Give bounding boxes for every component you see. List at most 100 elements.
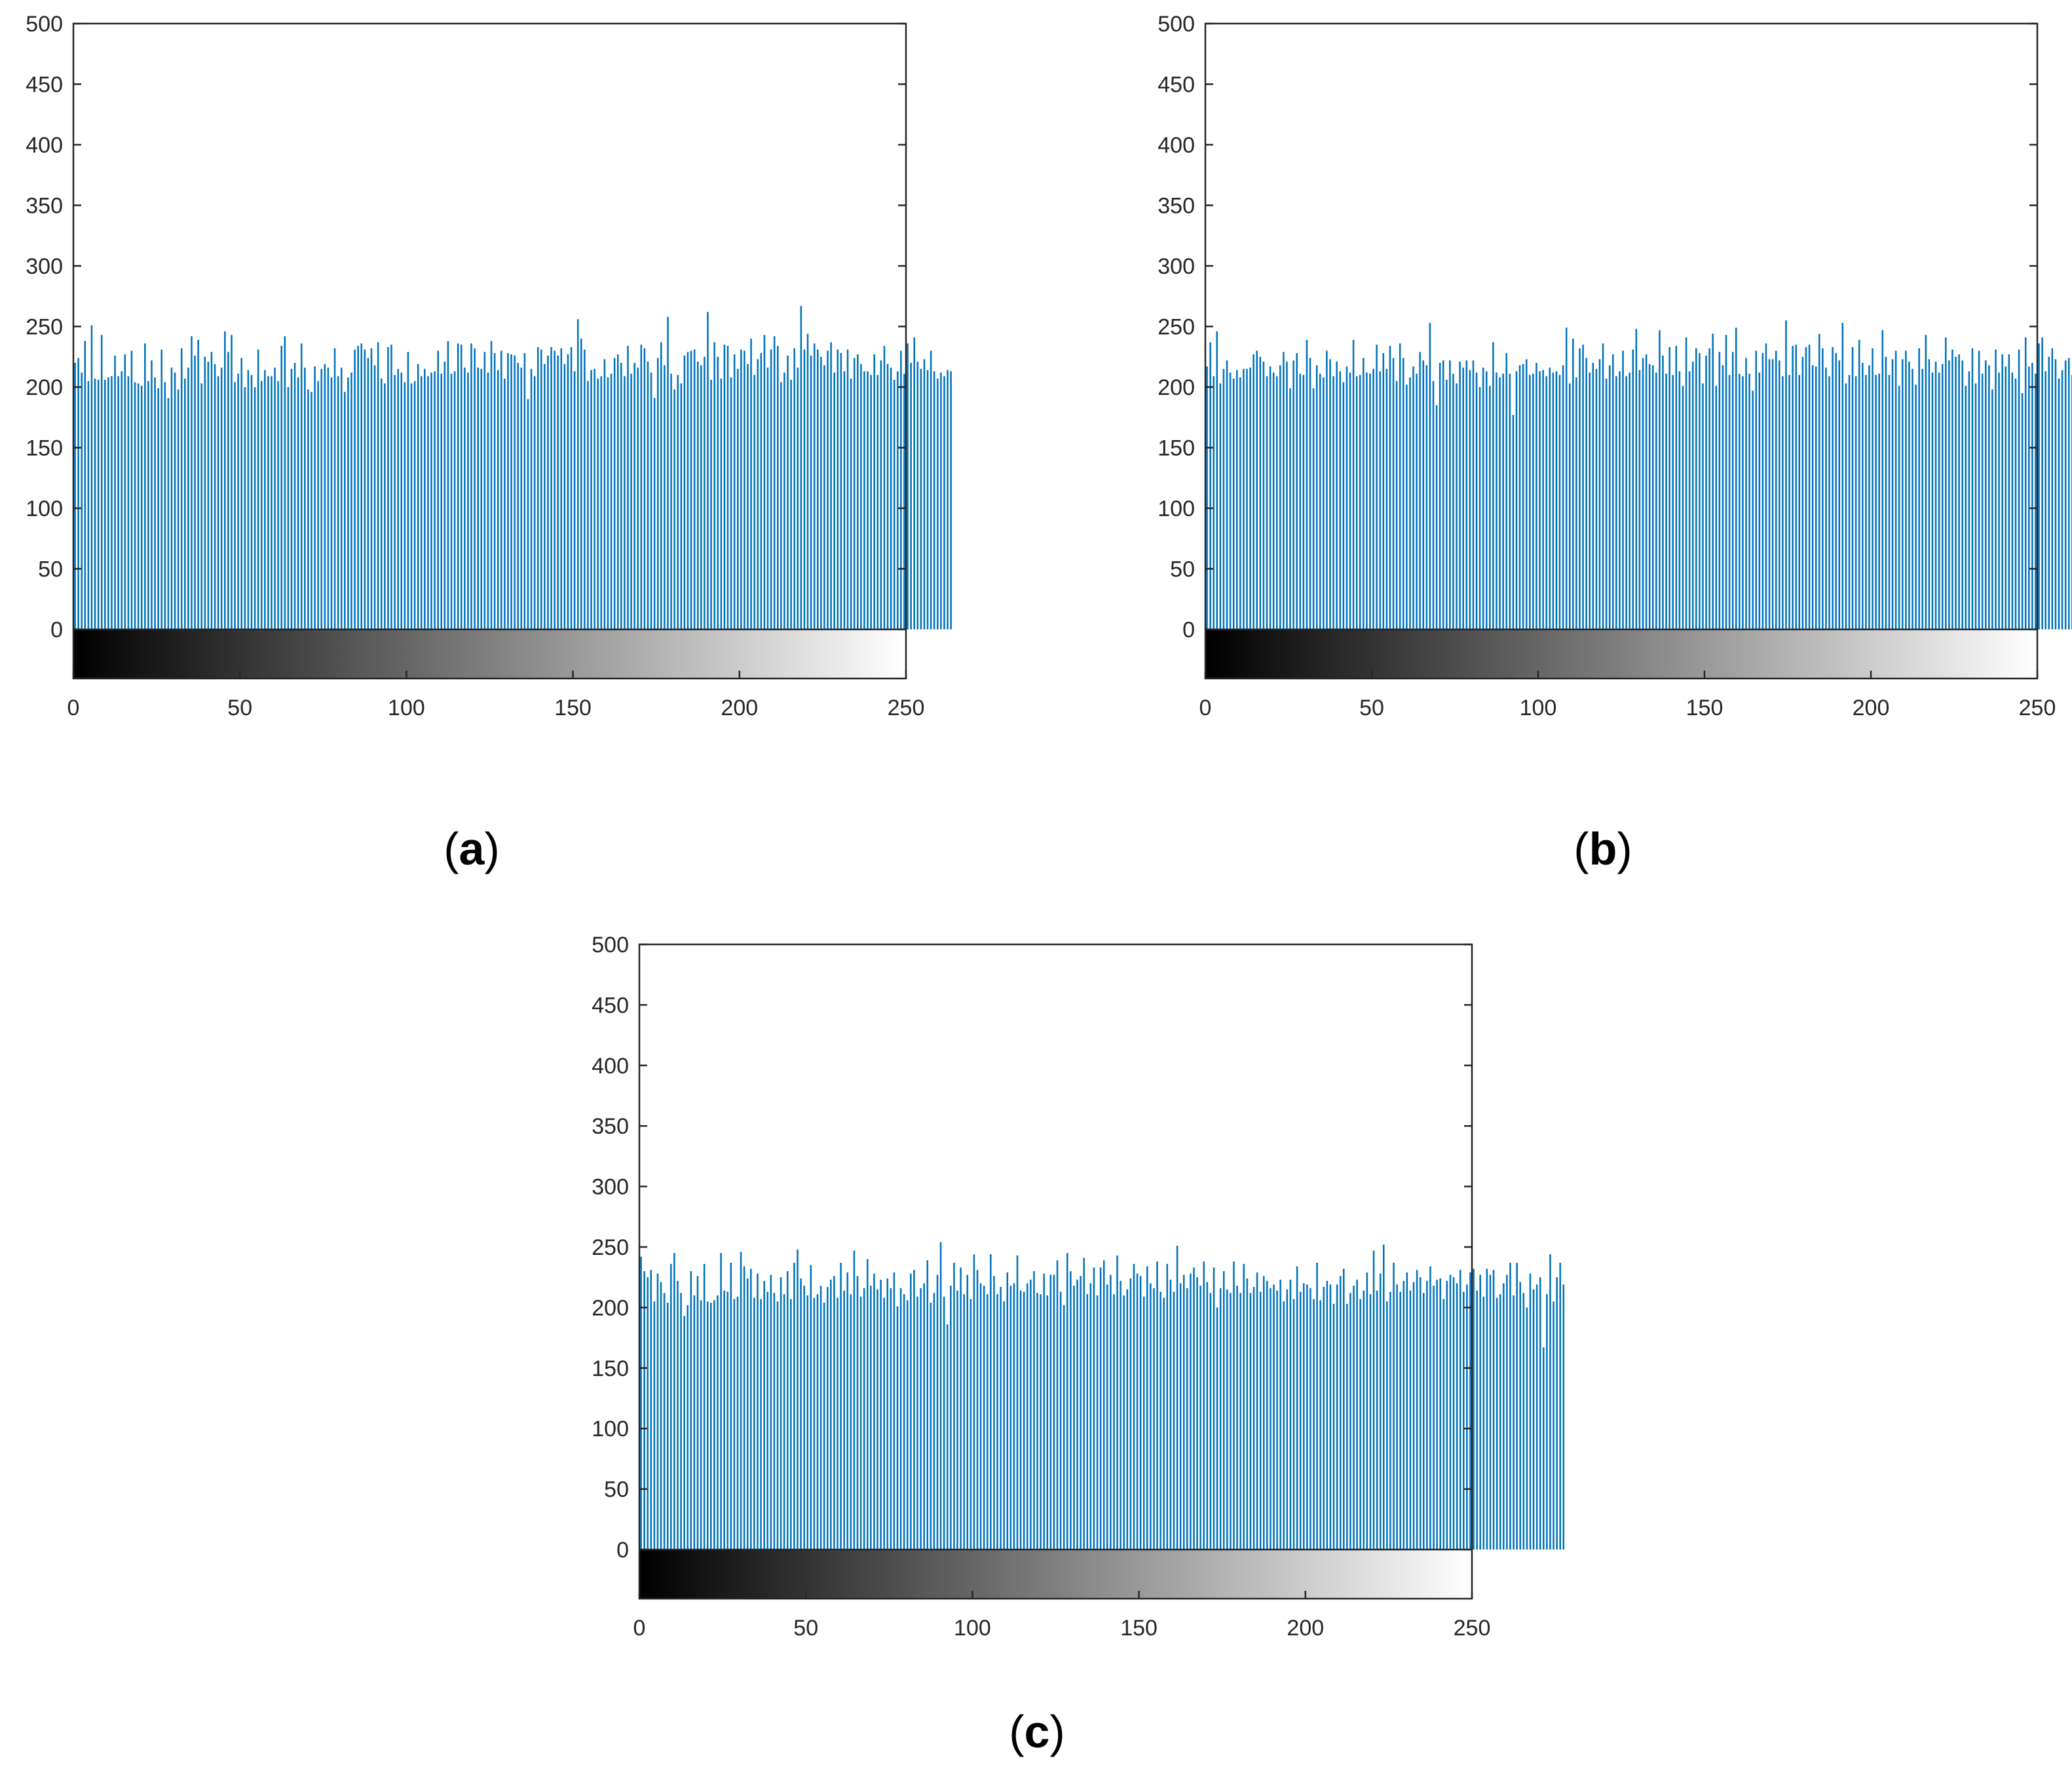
histogram-bar (1452, 373, 1454, 629)
histogram-bar (1153, 1288, 1155, 1550)
histogram-bar (856, 1276, 859, 1550)
y-tick-label: 300 (1158, 254, 1195, 279)
y-tick-label: 200 (1158, 375, 1195, 400)
histogram-bar (1605, 379, 1608, 629)
histogram-bar (603, 359, 606, 629)
histogram-bar (1230, 1293, 1232, 1550)
histogram-bar (1033, 1271, 1035, 1550)
histogram-bar (107, 377, 109, 629)
histogram-bar (1355, 376, 1358, 629)
histogram-bar (1928, 359, 1931, 629)
histogram-panel-c: 0 50 100 150 200 250 300 350 400 450 500 0 50 100 150 2… (592, 933, 1565, 1641)
histogram-bar (1213, 376, 1215, 629)
histogram-bar (780, 382, 782, 629)
histogram-bar (1279, 365, 1281, 629)
histogram-bar (740, 349, 742, 629)
histogram-bar (317, 381, 319, 629)
histogram-bar (1213, 1267, 1215, 1550)
histogram-bar (1818, 333, 1820, 629)
histogram-bar (607, 377, 609, 629)
histogram-bar (1475, 372, 1478, 629)
histogram-bar (907, 343, 909, 629)
histogram-bar (780, 1277, 782, 1550)
histogram-bar (497, 370, 499, 629)
histogram-bar (773, 336, 776, 629)
histogram-bar (1515, 371, 1518, 629)
histogram-bar (1206, 366, 1208, 629)
histogram-bar (2031, 363, 2033, 629)
histogram-bar (1731, 352, 1734, 629)
histogram-bar (1549, 367, 1551, 629)
histogram-bar (810, 1265, 812, 1550)
histogram-bar (1535, 363, 1537, 629)
histogram-bar (1315, 365, 1318, 629)
histogram-bar (1419, 1277, 1422, 1550)
histogram-bar (234, 382, 236, 629)
histogram-bar (1000, 1286, 1002, 1550)
histogram-bar (1499, 1294, 1501, 1550)
histogram-bar (260, 381, 263, 629)
histogram-bar (104, 379, 106, 629)
histogram-bar (1432, 381, 1435, 629)
histogram-bar (1592, 363, 1594, 629)
histogram-bar (840, 353, 842, 629)
histogram-bar (1196, 1277, 1198, 1550)
histogram-bar (1841, 322, 1844, 629)
histogram-bar (314, 366, 316, 629)
histogram-bar (1898, 386, 1900, 629)
histogram-bar (903, 1294, 905, 1550)
histogram-bar (410, 383, 413, 629)
histogram-bar (1272, 372, 1275, 629)
histogram-bar (1878, 373, 1880, 629)
histogram-bar (1299, 1292, 1302, 1550)
histogram-bar (1113, 1294, 1115, 1550)
histogram-bar (610, 373, 612, 629)
histogram-bar (1166, 1263, 1169, 1550)
histogram-bar (1063, 1305, 1065, 1550)
histogram-bar (950, 1286, 952, 1550)
histogram-bar (1296, 353, 1298, 629)
histogram-bar (1270, 1288, 1271, 1550)
histogram-bar (1539, 371, 1541, 629)
histogram-bar (1655, 372, 1657, 629)
histogram-bar (2024, 337, 2027, 629)
histogram-bar (1106, 1284, 1108, 1550)
histogram-bar (826, 1286, 829, 1550)
histogram-bar (1239, 1293, 1241, 1550)
histogram-bar (1296, 1266, 1298, 1550)
histogram-bar (1009, 1286, 1012, 1550)
histogram-bar (204, 356, 206, 629)
histogram-bar (736, 1296, 739, 1550)
histogram-bar (1256, 350, 1258, 629)
histogram-bar (1792, 346, 1794, 629)
histogram-bar (920, 369, 922, 629)
histogram-bar (1872, 348, 1874, 629)
histogram-bar (1395, 381, 1398, 629)
histogram-bar (663, 1293, 666, 1550)
histogram-bar (1542, 370, 1544, 629)
histogram-bar (1382, 353, 1385, 629)
x-tick-label: 150 (1686, 696, 1724, 720)
histogram-bar (1389, 346, 1391, 629)
histogram-bar (793, 348, 795, 629)
y-tick-label: 200 (592, 1295, 629, 1320)
histogram-bar (1133, 1263, 1135, 1550)
histogram-bar (430, 372, 432, 629)
histogram-bar (1346, 366, 1348, 629)
histogram-bar (144, 343, 146, 629)
histogram-bar (1934, 362, 1937, 629)
histogram-bar (293, 363, 296, 629)
histogram-bar (2054, 359, 2057, 629)
histogram-bar (1323, 1286, 1325, 1550)
histogram-bar (926, 370, 929, 629)
histogram-bar (340, 367, 343, 629)
histogram-bar (1203, 1261, 1205, 1550)
histogram-bar (413, 381, 416, 629)
histogram-bar (627, 346, 629, 629)
histogram-bar (1093, 1267, 1095, 1550)
histogram-bar (750, 339, 752, 629)
histogram-bar (670, 373, 672, 629)
histogram-bar (863, 1288, 865, 1550)
histogram-bar (1246, 1278, 1249, 1550)
histogram-bar (1396, 1284, 1398, 1550)
